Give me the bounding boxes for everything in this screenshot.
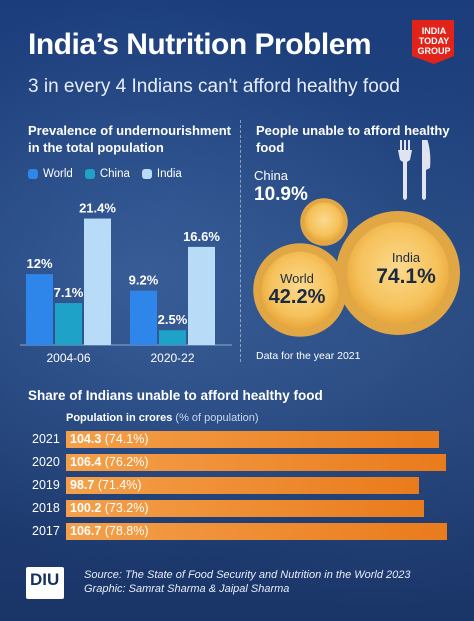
legend-item-world: World <box>28 168 73 180</box>
share-bar-year: 2020 <box>32 455 60 469</box>
share-bar: 98.7 (71.4%) <box>66 477 419 494</box>
legend-swatch-world <box>28 169 38 179</box>
share-bar-value: 106.4 <box>70 455 105 469</box>
world-plate-name: World <box>280 271 314 286</box>
world-plate-value: 42.2% <box>268 286 326 308</box>
legend-label: China <box>99 168 130 180</box>
bar-value-label: 2.5% <box>158 312 188 327</box>
source-note: Source: The State of Food Security and N… <box>84 568 411 596</box>
share-bar-year: 2017 <box>32 524 60 538</box>
china-plate-value: 10.9% <box>254 184 308 205</box>
plate-china <box>304 202 344 242</box>
legend-swatch-china <box>84 169 95 179</box>
share-bar-percent: (76.2%) <box>104 455 149 469</box>
share-bar-percent: (74.1%) <box>104 432 149 446</box>
india-plate-name: India <box>391 250 421 265</box>
share-bar-year: 2018 <box>32 501 60 515</box>
share-bar-row: 2020 106.4 (76.2%) <box>28 454 468 471</box>
bar-china-2020-22 <box>159 330 186 345</box>
population-caption: Population in crores (% of population) <box>66 412 259 424</box>
share-bar-label: 104.3 (74.1%) <box>70 432 149 446</box>
share-bar-value: 98.7 <box>70 478 98 492</box>
legend-item-india: India <box>141 168 182 180</box>
diu-badge: DIU <box>26 567 64 599</box>
share-bar-label: 106.7 (78.8%) <box>70 524 149 538</box>
india-today-group-logo: INDIA TODAY GROUP <box>408 16 460 66</box>
legend-item-china: China <box>84 168 130 180</box>
bar-value-label: 9.2% <box>129 273 159 288</box>
bar-world-2020-22 <box>130 290 157 345</box>
bar-value-label: 16.6% <box>183 229 220 244</box>
fork-icon <box>398 140 412 200</box>
source-line: Source: The State of Food Security and N… <box>84 569 411 581</box>
share-bar-percent: (78.8%) <box>104 524 149 538</box>
share-bar-year: 2019 <box>32 478 60 492</box>
china-plate-name: China <box>254 168 288 183</box>
share-chart-title: Share of Indians unable to afford health… <box>28 388 323 403</box>
world-plate-label: World 42.2% <box>262 271 332 309</box>
share-bar-label: 106.4 (76.2%) <box>70 455 149 469</box>
plate-india <box>347 222 449 324</box>
knife-icon <box>422 140 431 200</box>
share-bar-label: 100.2 (73.2%) <box>70 501 149 515</box>
undernourishment-chart-title: Prevalence of undernourishment in the to… <box>28 123 231 155</box>
share-bar-percent: (73.2%) <box>104 501 149 515</box>
share-bar-year: 2021 <box>32 432 60 446</box>
share-bar-value: 106.7 <box>70 524 105 538</box>
page-title: India’s Nutrition Problem <box>28 28 372 61</box>
share-bar-row: 2021 104.3 (74.1%) <box>28 431 468 448</box>
share-bar: 106.7 (78.8%) <box>66 523 448 540</box>
plates-illustration <box>253 140 460 337</box>
x-tick-label: 2004-06 <box>46 351 90 365</box>
bar-china-2004-06 <box>55 303 82 345</box>
bar-value-label: 12% <box>26 256 52 271</box>
share-bar-value: 104.3 <box>70 432 105 446</box>
logo-line: GROUP <box>417 46 451 56</box>
logo-line: TODAY <box>418 36 450 46</box>
share-bar-percent: (71.4%) <box>97 478 142 492</box>
bar-value-label: 21.4% <box>79 201 116 216</box>
india-plate-value: 74.1% <box>376 265 436 288</box>
share-bar-row: 2017 106.7 (78.8%) <box>28 523 468 540</box>
share-bar-value: 100.2 <box>70 501 105 515</box>
chart-legend: World China India <box>28 168 182 180</box>
bar-india-2004-06 <box>84 218 111 345</box>
plates-chart-title: People unable to afford healthy food <box>256 123 450 155</box>
share-bar-label: 98.7 (71.4%) <box>70 478 142 492</box>
population-caption-rest: (% of population) <box>175 412 259 424</box>
section-divider <box>240 120 241 362</box>
data-year-note: Data for the year 2021 <box>256 350 361 362</box>
legend-label: World <box>43 168 73 180</box>
bar-india-2020-22 <box>188 246 215 345</box>
plate-world <box>261 251 339 329</box>
logo-line: INDIA <box>421 26 447 36</box>
undernourishment-bar-chart: 12%7.1% 21.4% 2004-06 9.2% 2.5% 16.6% 2020-22 <box>20 201 232 365</box>
share-bar-row: 2018 100.2 (73.2%) <box>28 500 468 517</box>
share-bar-row: 2019 98.7 (71.4%) <box>28 477 468 494</box>
diu-badge-text: DIU <box>30 570 60 589</box>
share-bar: 106.4 (76.2%) <box>66 454 447 471</box>
legend-label: India <box>156 168 182 180</box>
share-bar: 100.2 (73.2%) <box>66 500 424 517</box>
x-tick-label: 2020-22 <box>150 351 194 365</box>
legend-swatch-india <box>141 169 152 179</box>
bar-value-label: 7.1% <box>54 285 84 300</box>
page-subtitle: 3 in every 4 Indians can't afford health… <box>28 76 400 97</box>
india-plate-label: India 74.1% <box>366 250 446 289</box>
population-caption-bold: Population in crores <box>66 412 173 424</box>
bar-world-2004-06 <box>26 274 53 345</box>
share-bar: 104.3 (74.1%) <box>66 431 439 448</box>
logo-shape-icon <box>412 20 454 64</box>
graphic-credit-line: Graphic: Samrat Sharma & Jaipal Sharma <box>84 583 290 595</box>
